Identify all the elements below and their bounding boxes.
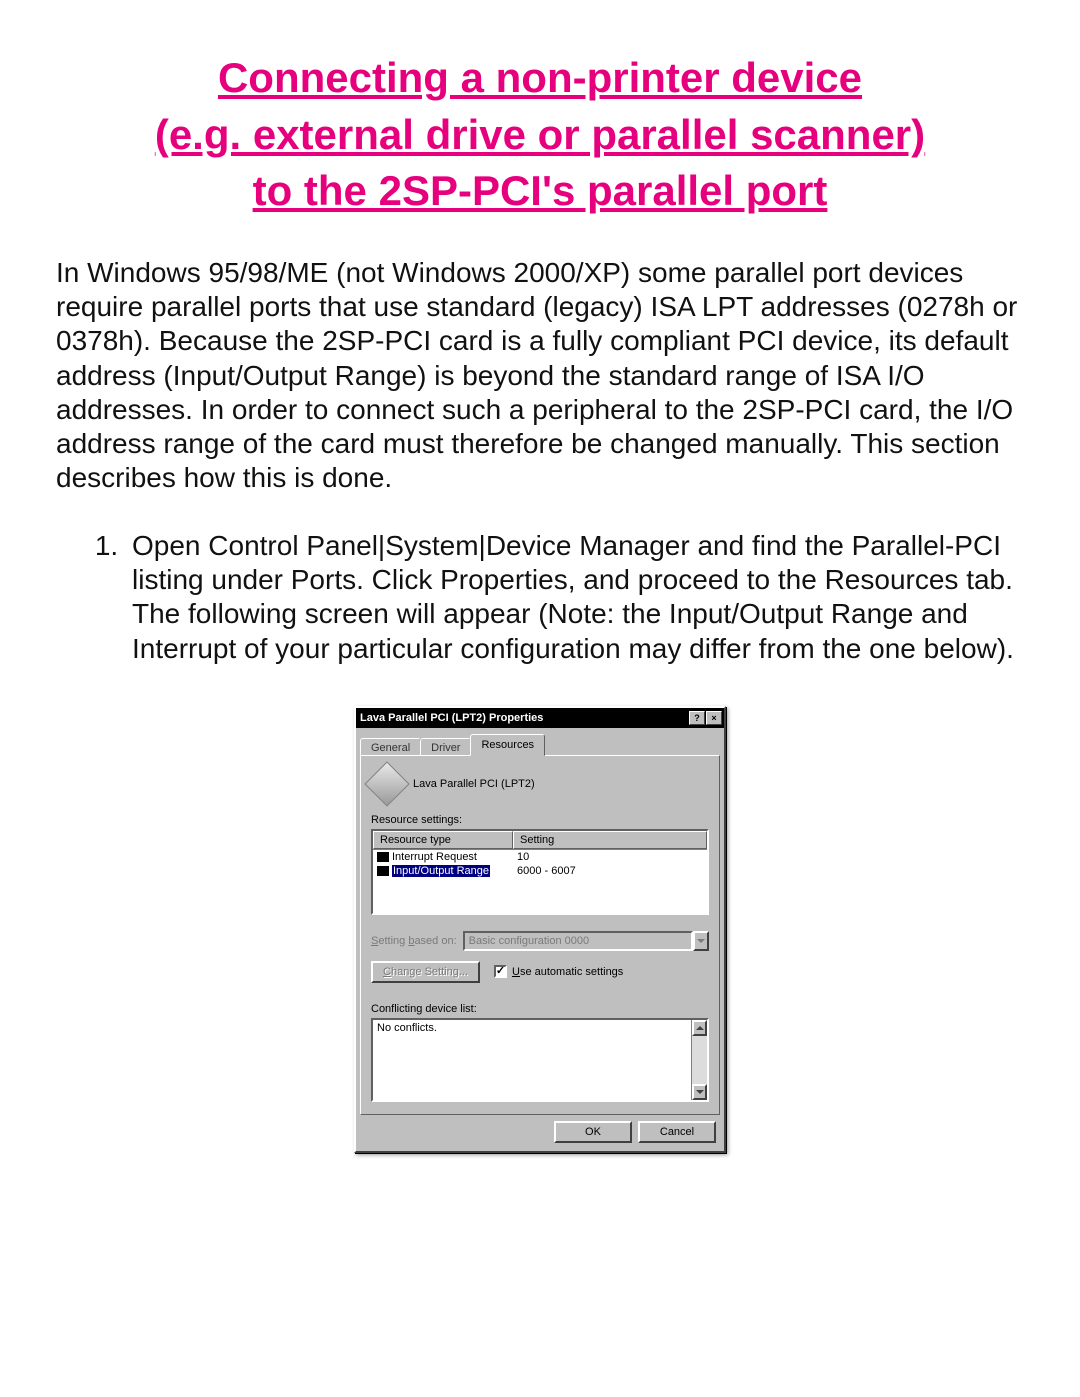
scroll-up-button[interactable] [692, 1020, 707, 1036]
irq-icon [377, 852, 389, 862]
setting-based-on-label: Setting based on: [371, 935, 457, 947]
help-button[interactable]: ? [689, 711, 705, 725]
column-setting[interactable]: Setting [513, 831, 707, 849]
combo-dropdown-button [693, 931, 709, 951]
steps-list: Open Control Panel|System|Device Manager… [56, 529, 1024, 666]
chevron-down-icon [697, 939, 705, 943]
use-automatic-settings-checkbox[interactable]: ✓ Use automatic settings [494, 965, 623, 978]
page-title: Connecting a non-printer device (e.g. ex… [56, 50, 1024, 220]
window-title: Lava Parallel PCI (LPT2) Properties [360, 712, 543, 724]
chevron-up-icon [696, 1026, 704, 1030]
scroll-down-button[interactable] [692, 1084, 707, 1100]
table-row[interactable]: Input/Output Range 6000 - 6007 [373, 864, 707, 878]
resource-settings-label: Resource settings: [371, 814, 709, 826]
device-icon [364, 761, 409, 806]
conflicting-device-list-label: Conflicting device list: [371, 1003, 709, 1015]
properties-dialog: Lava Parallel PCI (LPT2) Properties ? × … [354, 706, 726, 1153]
setting-based-on-value: Basic configuration 0000 [463, 931, 693, 951]
scrollbar[interactable] [691, 1020, 707, 1100]
column-resource-type[interactable]: Resource type [373, 831, 513, 849]
resources-panel: Lava Parallel PCI (LPT2) Resource settin… [360, 755, 720, 1115]
setting-based-on-combo: Basic configuration 0000 [463, 931, 709, 951]
resource-table[interactable]: Resource type Setting Interrupt Request … [371, 829, 709, 915]
change-setting-button: Change Setting... [371, 961, 480, 983]
tab-resources[interactable]: Resources [470, 734, 545, 756]
tab-strip: General Driver Resources [360, 734, 720, 756]
step-1: Open Control Panel|System|Device Manager… [126, 529, 1024, 666]
titlebar[interactable]: Lava Parallel PCI (LPT2) Properties ? × [356, 708, 724, 728]
conflicting-device-list: No conflicts. [371, 1018, 709, 1102]
device-name: Lava Parallel PCI (LPT2) [413, 778, 535, 790]
title-line-2: (e.g. external drive or parallel scanner… [155, 111, 925, 158]
close-button[interactable]: × [706, 711, 722, 725]
table-row[interactable]: Interrupt Request 10 [373, 850, 707, 864]
chevron-down-icon [696, 1090, 704, 1094]
checkbox-icon: ✓ [494, 965, 507, 978]
io-range-icon [377, 866, 389, 876]
title-line-1: Connecting a non-printer device [218, 54, 862, 101]
conflict-text: No conflicts. [377, 1022, 437, 1034]
cancel-button[interactable]: Cancel [638, 1121, 716, 1143]
title-line-3: to the 2SP-PCI's parallel port [253, 167, 828, 214]
ok-button[interactable]: OK [554, 1121, 632, 1143]
intro-paragraph: In Windows 95/98/ME (not Windows 2000/XP… [56, 256, 1024, 495]
